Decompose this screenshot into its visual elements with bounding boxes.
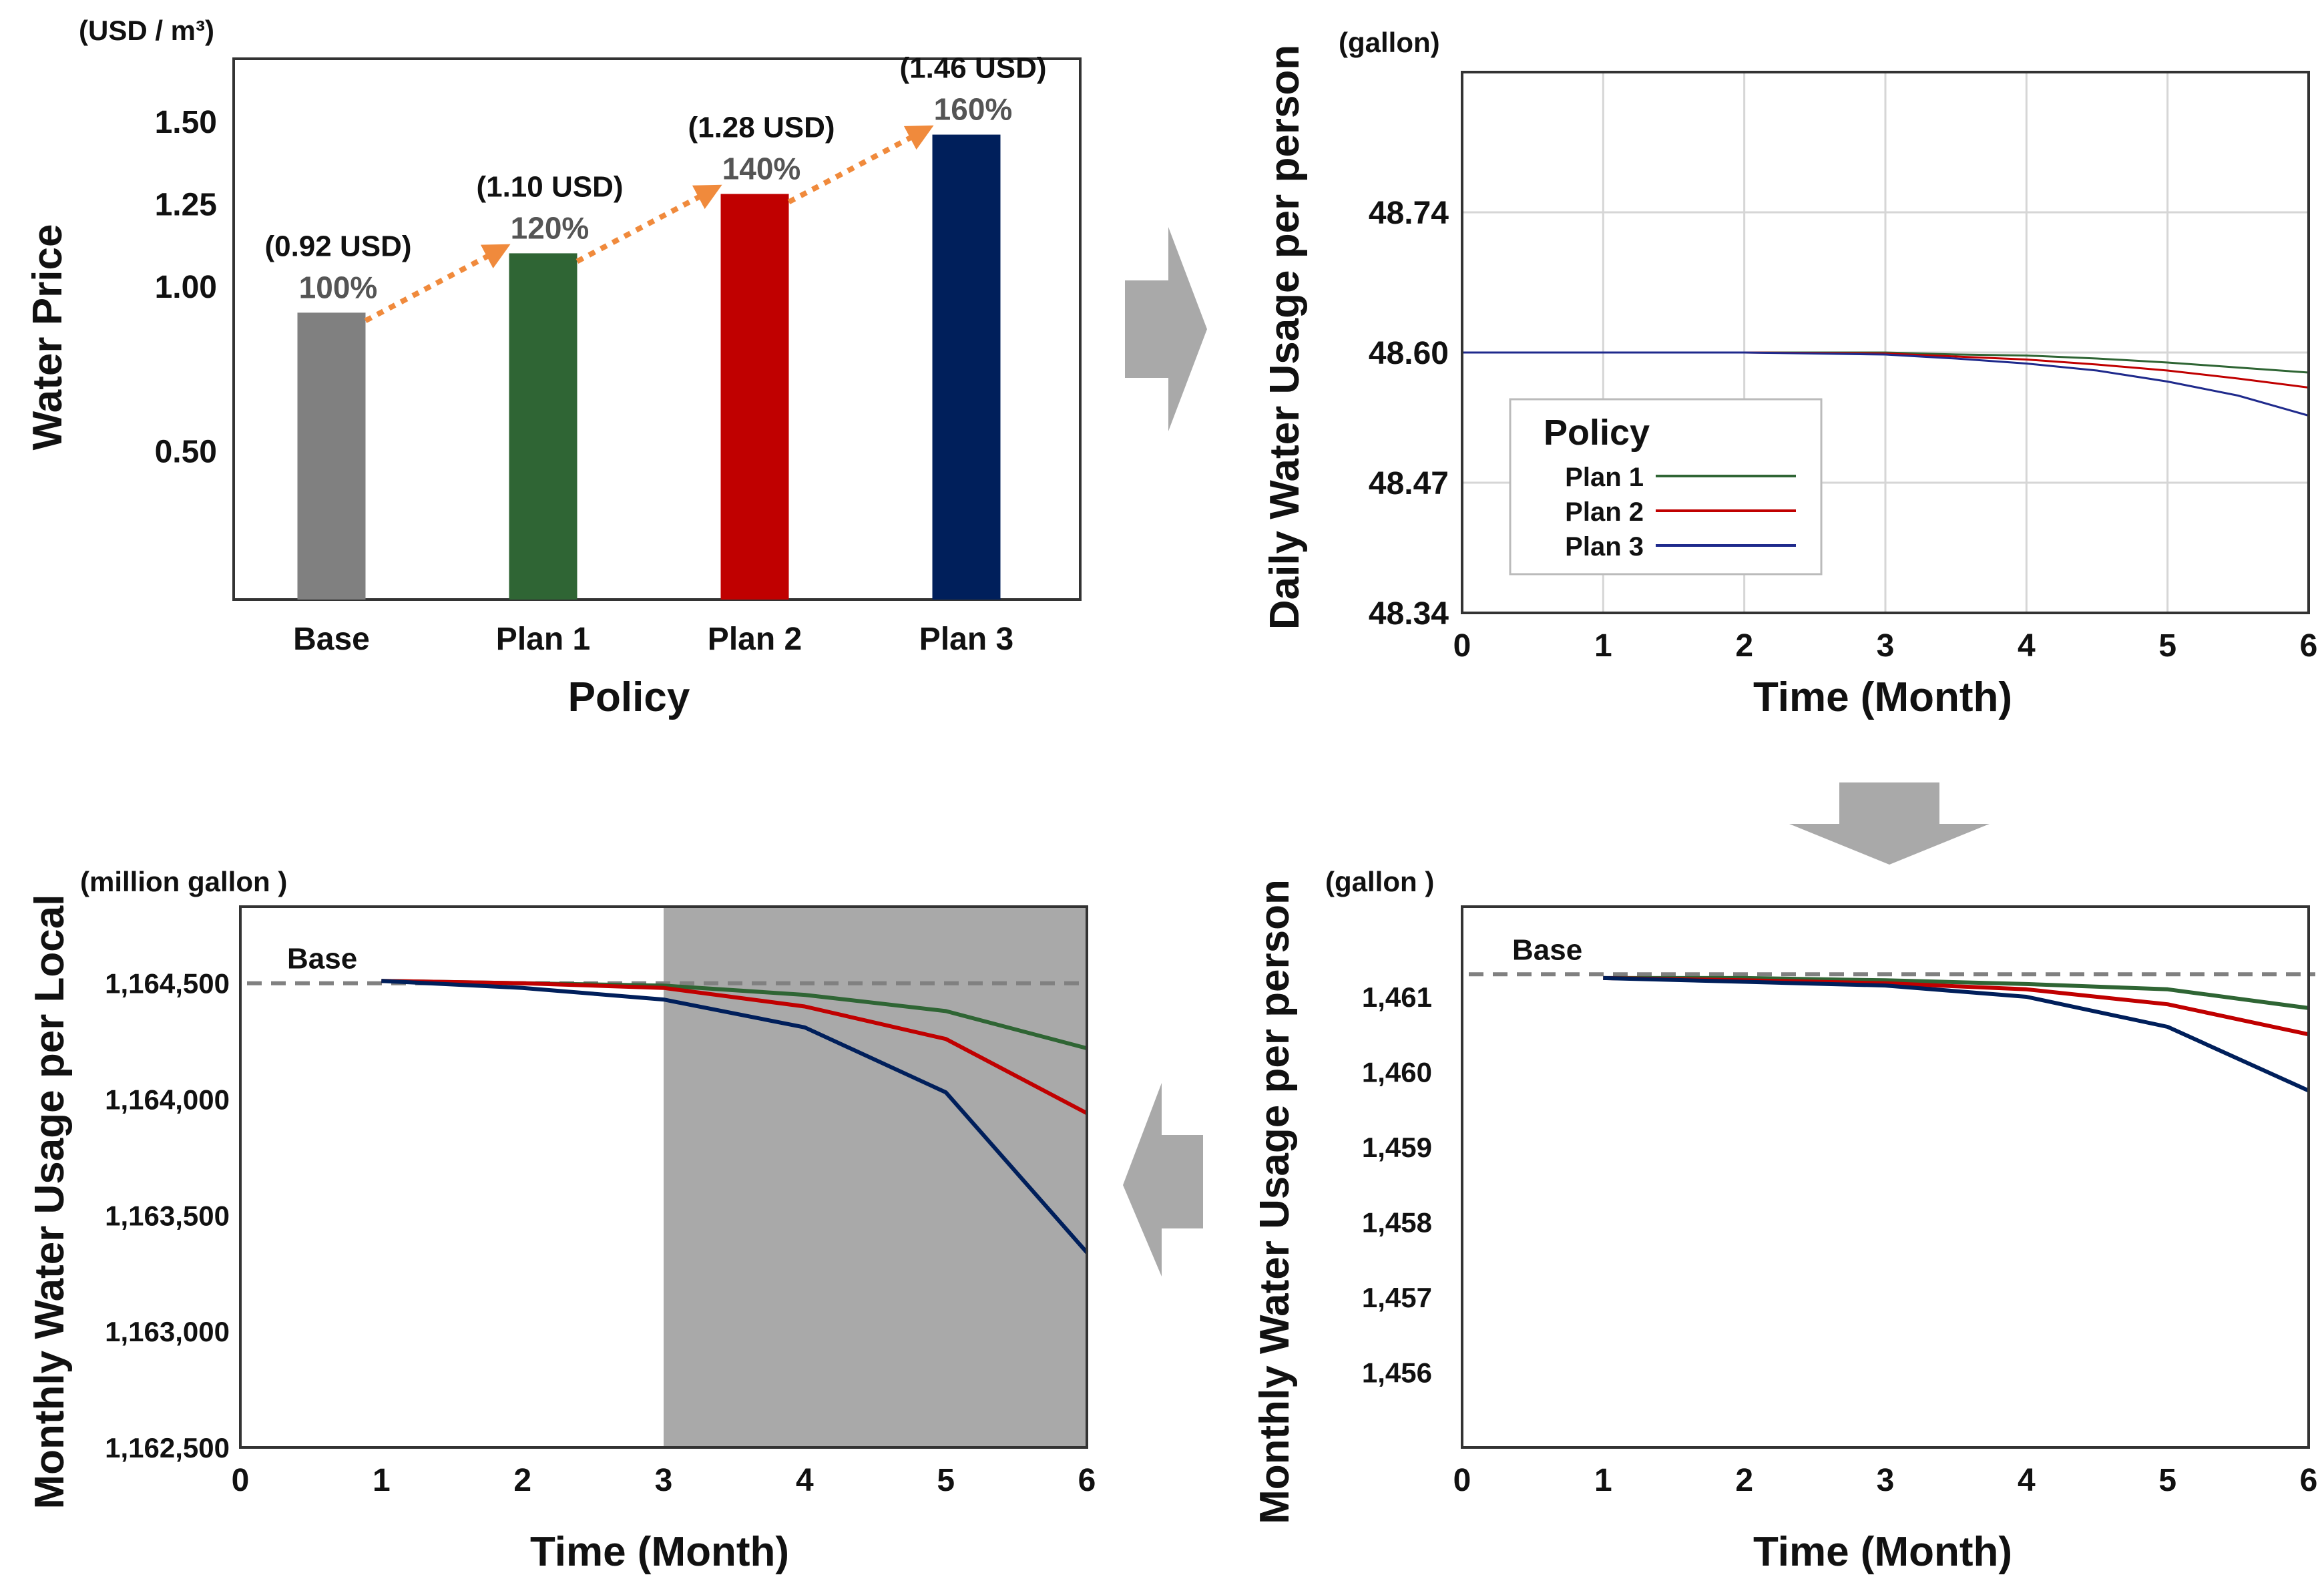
monthly-usage-person-chart: (gallon ) Monthly Water Usage per person… [1252, 866, 2317, 1575]
daily-x-tick-label: 0 [1453, 628, 1471, 664]
person-unit-label: (gallon ) [1325, 866, 1434, 897]
daily-plot-frame [1461, 71, 2310, 614]
price-percent-label: 160% [934, 92, 1013, 127]
price-value-label: (1.28 USD) [688, 111, 835, 144]
price-bar [720, 194, 789, 600]
price-percent-label: 100% [299, 270, 378, 304]
local-unit-label: (million gallon ) [80, 866, 287, 897]
person-y-tick-label: 1,460 [1362, 1057, 1432, 1088]
arrow-down-icon [1789, 782, 1990, 865]
price-x-tick-label: Plan 2 [708, 622, 802, 657]
person-x-tick-label: 2 [1735, 1463, 1753, 1498]
local-plot-frame [239, 905, 1088, 1449]
daily-usage-line-chart: (gallon) Daily Water Usage per person Ti… [1262, 27, 2317, 720]
daily-legend-label: Plan 1 [1565, 463, 1644, 492]
price-value-label: (0.92 USD) [264, 230, 411, 262]
person-y-tick-label: 1,458 [1362, 1207, 1432, 1238]
person-x-axis-title: Time (Month) [1753, 1529, 2012, 1575]
person-x-tick-label: 0 [1453, 1463, 1471, 1498]
person-y-tick-label: 1,456 [1362, 1357, 1432, 1389]
daily-unit-label: (gallon) [1339, 27, 1440, 58]
person-baseline-label: Base [1512, 933, 1582, 966]
price-x-tick-label: Plan 3 [919, 622, 1013, 657]
monthly-usage-local-chart: (million gallon ) Monthly Water Usage pe… [27, 866, 1096, 1575]
daily-x-tick-label: 5 [2158, 628, 2176, 664]
price-value-label: (1.10 USD) [476, 170, 623, 203]
local-x-tick-label: 5 [937, 1463, 955, 1498]
local-x-tick-label: 4 [796, 1463, 814, 1498]
price-x-tick-label: Plan 1 [496, 622, 590, 657]
local-series-line [381, 979, 1088, 1116]
local-x-tick-label: 6 [1078, 1463, 1096, 1498]
daily-x-tick-label: 1 [1594, 628, 1612, 664]
price-y-tick-label: 1.25 [155, 187, 217, 222]
person-y-axis-title: Monthly Water Usage per person [1252, 879, 1298, 1524]
local-x-tick-label: 1 [373, 1463, 391, 1498]
arrow-right-icon [1125, 227, 1207, 431]
person-series-line [1603, 975, 2310, 1093]
price-bar [509, 253, 577, 600]
daily-x-tick-label: 3 [1877, 628, 1895, 664]
flow-arrows [1123, 227, 1990, 1277]
daily-y-tick-label: 48.34 [1369, 596, 1449, 632]
local-x-axis-title: Time (Month) [530, 1529, 789, 1575]
local-x-tick-label: 3 [655, 1463, 673, 1498]
local-y-tick-label: 1,164,000 [105, 1084, 230, 1116]
price-y-tick-label: 1.00 [155, 270, 217, 305]
price-value-label: (1.46 USD) [899, 52, 1046, 85]
price-unit-label: (USD / m³) [79, 15, 214, 46]
daily-legend-label: Plan 3 [1565, 532, 1644, 561]
price-percent-label: 120% [511, 210, 590, 245]
local-y-axis-title: Monthly Water Usage per Local [27, 895, 73, 1510]
price-y-tick-label: 0.50 [155, 435, 217, 470]
price-x-axis-title: Policy [568, 674, 690, 720]
daily-series-line [1462, 351, 2309, 417]
daily-x-tick-label: 4 [2018, 628, 2036, 664]
price-percent-label: 140% [722, 152, 801, 186]
daily-y-axis-title: Daily Water Usage per person [1262, 45, 1308, 630]
price-bar [932, 134, 1001, 600]
person-plot-bg [1462, 907, 2309, 1447]
daily-y-tick-label: 48.60 [1369, 336, 1449, 371]
person-x-tick-label: 1 [1594, 1463, 1612, 1498]
person-x-tick-label: 4 [2018, 1463, 2036, 1498]
local-baseline-label: Base [287, 943, 357, 975]
local-series-line [381, 979, 1089, 1254]
daily-y-tick-label: 48.47 [1369, 466, 1449, 501]
price-y-axis-title: Water Price [25, 224, 71, 451]
local-x-tick-label: 2 [513, 1463, 531, 1498]
daily-x-axis-title: Time (Month) [1753, 674, 2012, 720]
person-y-tick-label: 1,457 [1362, 1282, 1432, 1313]
daily-x-tick-label: 2 [1735, 628, 1753, 664]
person-x-tick-label: 6 [2300, 1463, 2318, 1498]
local-y-tick-label: 1,163,000 [105, 1316, 230, 1347]
daily-legend-label: Plan 2 [1565, 497, 1644, 527]
daily-y-tick-label: 48.74 [1369, 196, 1449, 231]
water-price-bar-chart: (USD / m³) Water Price Policy 0.50 1.00 1.… [25, 15, 1082, 720]
local-y-tick-label: 1,162,500 [105, 1432, 230, 1463]
daily-x-tick-label: 6 [2300, 628, 2318, 664]
local-x-tick-label: 0 [232, 1463, 250, 1498]
arrow-left-icon [1123, 1083, 1203, 1277]
person-y-tick-label: 1,461 [1362, 981, 1432, 1013]
local-y-tick-label: 1,163,500 [105, 1200, 230, 1231]
price-x-tick-label: Base [293, 622, 370, 657]
person-y-tick-label: 1,459 [1362, 1132, 1432, 1163]
price-bar [297, 312, 366, 600]
local-y-tick-label: 1,164,500 [105, 968, 230, 999]
price-y-tick-label: 1.50 [155, 105, 217, 140]
person-plot-frame [1461, 905, 2310, 1449]
daily-legend-title: Policy [1544, 413, 1650, 453]
person-x-tick-label: 3 [1877, 1463, 1895, 1498]
person-x-tick-label: 5 [2158, 1463, 2176, 1498]
